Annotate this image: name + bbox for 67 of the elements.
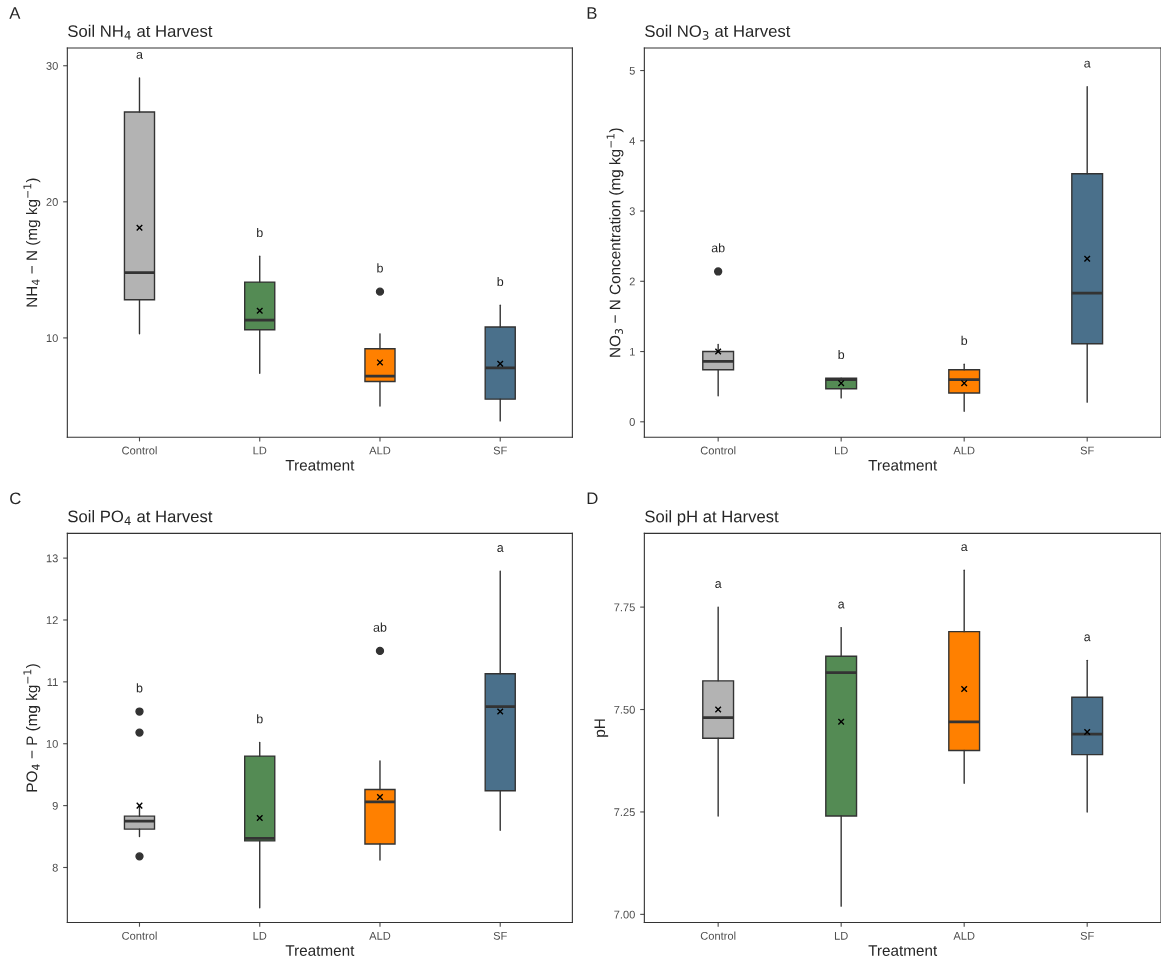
- annotation: a: [1084, 634, 1091, 642]
- x-tick-label: ALD: [369, 932, 391, 940]
- x-tick-label: LD: [834, 446, 848, 455]
- annotation: b: [961, 335, 968, 346]
- y-tick-label: 11: [47, 678, 58, 686]
- y-tick-label: 3: [629, 207, 635, 216]
- annotation: ab: [711, 243, 725, 253]
- annotation: b: [838, 349, 845, 360]
- x-tick-label: ALD: [953, 932, 975, 940]
- text: C: [10, 492, 21, 505]
- annotation: b: [136, 683, 143, 693]
- text: D: [587, 492, 598, 505]
- annotation: a: [136, 52, 143, 59]
- y-tick-label: 30: [46, 62, 58, 70]
- annotation: a: [838, 601, 845, 609]
- x-tick-label: SF: [1080, 931, 1094, 940]
- x-tick-label: Control: [700, 446, 736, 455]
- chart-title: Soil PO$_{4}$ at Harvest: [68, 510, 213, 525]
- y-tick-label: 0: [629, 418, 635, 426]
- y-tick-label: 2: [629, 277, 635, 286]
- chart-title: Soil pH at Harvest: [645, 510, 779, 526]
- text: B: [587, 7, 597, 19]
- x-axis-title: Treatment: [285, 945, 355, 956]
- x-tick-label: SF: [1080, 446, 1094, 455]
- annotation: b: [257, 227, 263, 238]
- y-axis-title: NH$_{4}$ − N (mg kg$^{−1}$): [23, 178, 41, 307]
- annotation: b: [257, 714, 263, 724]
- y-axis-title: NO$_{3}$ − N Concentration (mg kg$^{−1}$): [606, 128, 624, 357]
- y-tick-label: 1: [630, 347, 635, 356]
- y-tick-label: 8: [52, 863, 58, 872]
- x-tick-label: Control: [122, 446, 157, 455]
- y-tick-label: 9: [52, 801, 58, 810]
- x-tick-label: Control: [700, 931, 736, 940]
- annotation: ab: [373, 622, 387, 632]
- x-tick-label: LD: [834, 932, 848, 940]
- annotation: a: [1084, 60, 1091, 68]
- x-tick-label: Control: [122, 931, 157, 940]
- x-tick-label: ALD: [369, 446, 391, 455]
- annotation: b: [497, 276, 504, 287]
- y-tick-label: 20: [46, 198, 58, 206]
- y-tick-label: 7.25: [614, 808, 635, 817]
- y-tick-label: 5: [629, 66, 635, 75]
- y-axis-title: pH: [594, 719, 609, 737]
- y-tick-label: 10: [46, 740, 58, 748]
- y-tick-label: 4: [629, 137, 635, 145]
- x-tick-label: SF: [493, 931, 507, 940]
- y-tick-label: 7.75: [614, 603, 635, 612]
- x-axis-title: Treatment: [868, 945, 938, 956]
- chart-title: Soil NO$_{3}$ at Harvest: [645, 24, 791, 40]
- chart-title: Soil NH$_{4}$ at Harvest: [68, 24, 213, 40]
- text: A: [9, 7, 21, 19]
- annotation: a: [497, 545, 504, 552]
- annotation: a: [715, 581, 722, 588]
- y-tick-label: 7.00: [614, 910, 635, 919]
- x-tick-label: LD: [253, 932, 267, 940]
- x-tick-label: SF: [493, 446, 507, 455]
- x-axis-title: Treatment: [285, 459, 355, 471]
- x-axis-title: Treatment: [868, 459, 938, 471]
- y-axis-title: PO$_{4}$ − P (mg kg$^{−1}$): [23, 664, 41, 792]
- y-tick-label: 13: [46, 554, 58, 563]
- x-tick-label: ALD: [953, 446, 975, 455]
- y-tick-label: 10: [46, 334, 58, 343]
- y-tick-label: 12: [46, 616, 58, 625]
- annotation: b: [377, 263, 383, 273]
- x-tick-label: LD: [253, 446, 267, 455]
- annotation: a: [961, 544, 968, 552]
- y-tick-label: 7.50: [614, 705, 635, 714]
